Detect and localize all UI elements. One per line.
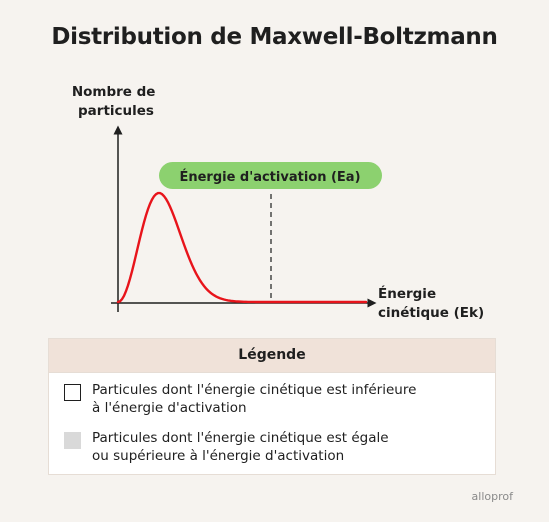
activation-energy-pill [159,162,382,189]
legend-title: Légende [49,339,495,373]
legend-item-text: Particules dont l'énergie cinétique est … [92,382,417,416]
legend-item-below-activation: Particules dont l'énergie cinétique est … [49,373,495,417]
empty-swatch-icon [64,384,81,401]
activation-energy-label: Énergie d'activation (Ea) [179,169,360,185]
legend: Légende Particules dont l'énergie cinéti… [48,338,496,475]
distribution-curve [116,191,368,304]
chart-title: Distribution de Maxwell-Boltzmann [51,24,498,50]
grey-swatch-icon [64,432,81,449]
maxwell-boltzmann-chart: Nombre de particules Énergie d'activatio… [72,84,484,321]
alloprof-logo: alloprof [471,490,513,503]
x-axis-label: Énergie cinétique (Ek) [378,285,484,321]
legend-item-text: Particules dont l'énergie cinétique est … [92,430,389,464]
y-axis-label: Nombre de particules [72,84,160,119]
legend-item-above-activation: Particules dont l'énergie cinétique est … [49,417,495,474]
